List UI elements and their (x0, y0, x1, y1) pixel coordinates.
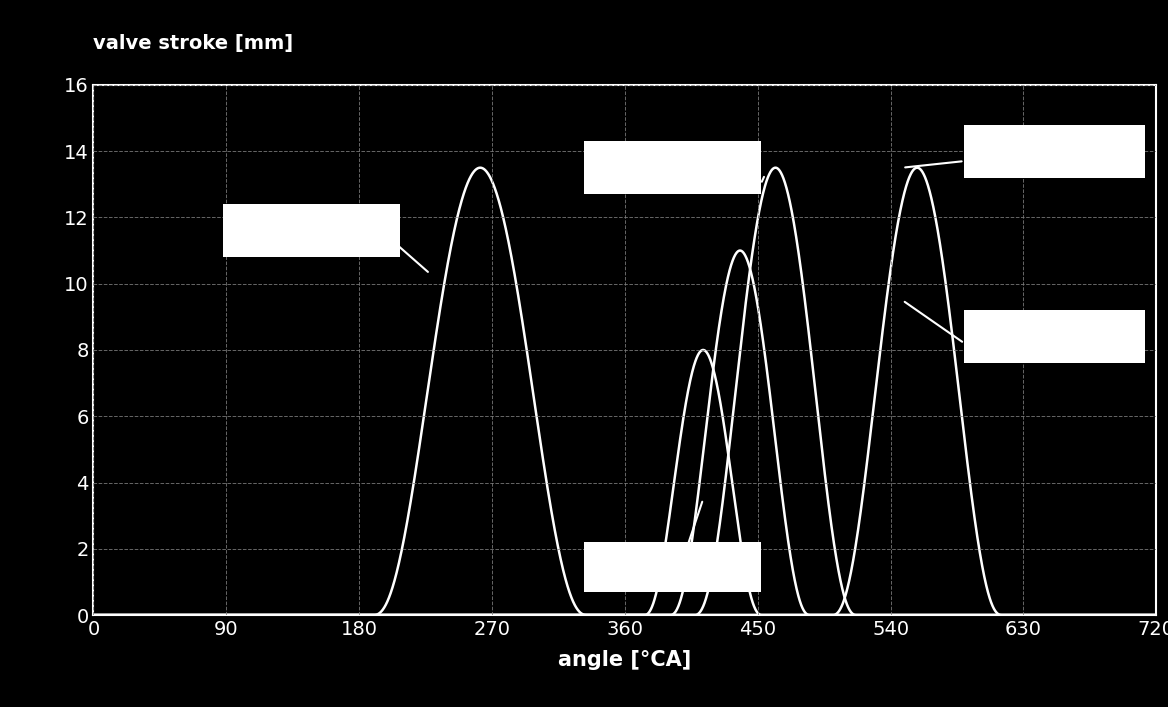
X-axis label: angle [°CA]: angle [°CA] (558, 650, 691, 670)
Text: valve stroke [mm]: valve stroke [mm] (93, 34, 293, 53)
FancyBboxPatch shape (584, 141, 760, 194)
FancyBboxPatch shape (223, 204, 401, 257)
FancyBboxPatch shape (965, 124, 1145, 177)
FancyBboxPatch shape (584, 542, 760, 592)
FancyBboxPatch shape (965, 310, 1145, 363)
